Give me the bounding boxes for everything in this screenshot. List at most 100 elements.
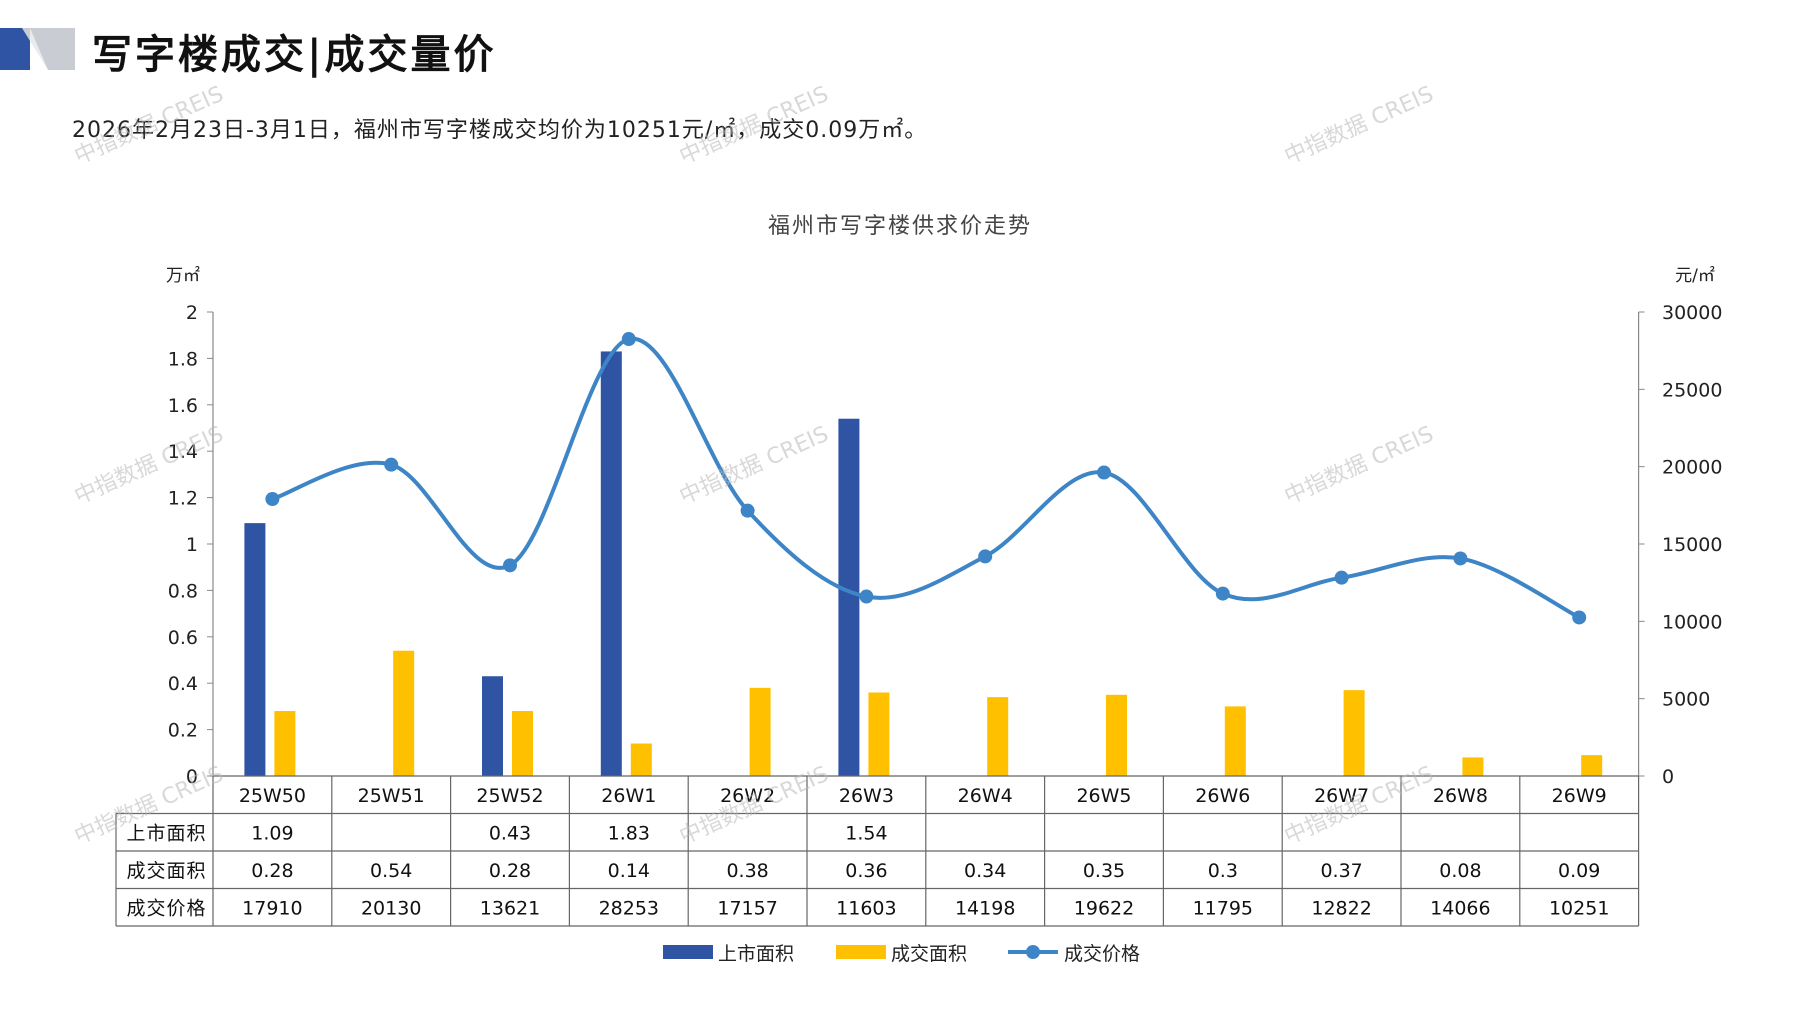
table-cell-value: 20130: [361, 897, 421, 919]
bar-traded: [868, 692, 890, 776]
table-cell-value: 0.08: [1439, 860, 1481, 882]
table-cell-value: 13621: [480, 897, 540, 919]
bar-listed: [482, 676, 503, 776]
chart-title: 福州市写字楼供求价走势: [768, 214, 1032, 239]
y-right-label: 元/㎡: [1675, 266, 1715, 286]
y-left-label: 万㎡: [166, 266, 200, 286]
table-cell-value: 0.09: [1558, 860, 1600, 882]
bar-traded: [512, 711, 533, 776]
table-cell-value: 0.37: [1320, 860, 1362, 882]
price-point: [621, 332, 636, 347]
table-cell-value: 0.38: [726, 860, 768, 882]
table-cell-value: 0.3: [1208, 860, 1238, 882]
table-cell-value: 0.28: [489, 860, 531, 882]
price-point: [1334, 570, 1349, 585]
legend-label-traded: 成交面积: [891, 943, 967, 965]
bar-traded: [1462, 757, 1484, 776]
table-cell-value: 11603: [836, 897, 896, 919]
y-left-tick-label: 2: [186, 302, 198, 324]
price-line: [271, 336, 1581, 620]
table-cell-value: 0.43: [489, 822, 531, 844]
table-cell-value: 14198: [955, 897, 1015, 919]
table-cell-value: 0.35: [1083, 860, 1125, 882]
table-cell-value: 28253: [599, 897, 659, 919]
legend-label-price: 成交价格: [1064, 943, 1140, 965]
price-point: [1215, 586, 1230, 601]
price-point: [384, 457, 399, 472]
y-left-tick-label: 0.6: [168, 627, 198, 649]
table-cell-value: 0.36: [845, 860, 887, 882]
y-left-tick-label: 0: [186, 766, 198, 788]
y-right-tick-label: 15000: [1662, 534, 1722, 556]
price-point: [740, 503, 755, 518]
bar-listed: [838, 418, 860, 776]
y-right-tick-label: 20000: [1662, 457, 1722, 479]
table-cell-value: 12822: [1311, 897, 1371, 919]
bar-traded: [1224, 706, 1246, 776]
bar-listed: [244, 523, 266, 776]
x-tick-label: 26W5: [1076, 785, 1131, 807]
y-left-tick-label: 1.6: [168, 395, 198, 417]
y-right-tick-label: 25000: [1662, 379, 1722, 401]
price-point: [1572, 610, 1587, 625]
price-point: [978, 549, 993, 564]
price-point: [1453, 551, 1468, 566]
x-tick-label: 26W2: [720, 785, 775, 807]
y-left-tick-label: 1.4: [168, 441, 198, 463]
table-cell-value: 0.28: [251, 860, 293, 882]
price-point: [265, 491, 280, 506]
table-row-label: 成交价格: [126, 897, 206, 919]
table-cell-value: 19622: [1074, 897, 1134, 919]
bar-traded: [393, 650, 415, 776]
y-right-tick-label: 10000: [1662, 611, 1722, 633]
bar-traded: [630, 743, 652, 776]
bar-traded: [1343, 690, 1365, 776]
table-cell-value: 1.54: [845, 822, 887, 844]
y-left-tick-label: 0.8: [168, 580, 198, 602]
x-tick-label: 26W9: [1552, 785, 1607, 807]
table-cell-value: 11795: [1193, 897, 1253, 919]
y-left-tick-label: 0.2: [168, 720, 198, 742]
x-tick-label: 26W4: [958, 785, 1013, 807]
bar-traded: [987, 697, 1009, 776]
price-point: [1097, 465, 1111, 480]
x-tick-label: 25W52: [476, 785, 543, 807]
price-point: [859, 589, 874, 604]
table-cell-value: 1.09: [251, 822, 293, 844]
bar-traded: [1581, 755, 1603, 776]
bar-listed: [600, 351, 622, 776]
y-right-tick-label: 5000: [1662, 689, 1710, 711]
table-row-label: 上市面积: [126, 822, 206, 844]
table-cell-value: 14066: [1430, 897, 1490, 919]
table-cell-value: 17157: [717, 897, 777, 919]
x-tick-label: 26W8: [1433, 785, 1488, 807]
x-tick-label: 26W7: [1314, 785, 1369, 807]
y-right-tick-label: 0: [1662, 766, 1674, 788]
page-title: 写字楼成交|成交量价: [92, 31, 497, 78]
x-tick-label: 26W6: [1195, 785, 1250, 807]
y-left-tick-label: 0.4: [168, 673, 198, 695]
x-tick-label: 25W51: [358, 785, 425, 807]
price-point: [503, 558, 517, 573]
table-cell-value: 0.14: [608, 860, 650, 882]
x-tick-label: 25W50: [239, 785, 306, 807]
legend-label-listed: 上市面积: [718, 943, 794, 965]
x-tick-label: 26W3: [839, 785, 894, 807]
bar-traded: [749, 687, 771, 776]
legend-swatch-traded: [836, 945, 886, 959]
y-right-tick-label: 30000: [1662, 302, 1722, 324]
y-left-tick-label: 1.8: [168, 348, 198, 370]
bar-traded: [1106, 694, 1127, 776]
table-row-label: 成交面积: [126, 860, 206, 882]
table-cell-value: 10251: [1549, 897, 1609, 919]
table-cell-value: 1.83: [608, 822, 650, 844]
x-tick-label: 26W1: [601, 785, 656, 807]
table-cell-value: 0.54: [370, 860, 412, 882]
legend-swatch-listed: [663, 945, 713, 959]
y-left-tick-label: 1.2: [168, 488, 198, 510]
summary-text: 2026年2月23日-3月1日，福州市写字楼成交均价为10251元/㎡，成交0.…: [72, 118, 928, 143]
legend-marker-price: [1026, 945, 1040, 959]
table-cell-value: 0.34: [964, 860, 1006, 882]
table-cell-value: 17910: [242, 897, 302, 919]
